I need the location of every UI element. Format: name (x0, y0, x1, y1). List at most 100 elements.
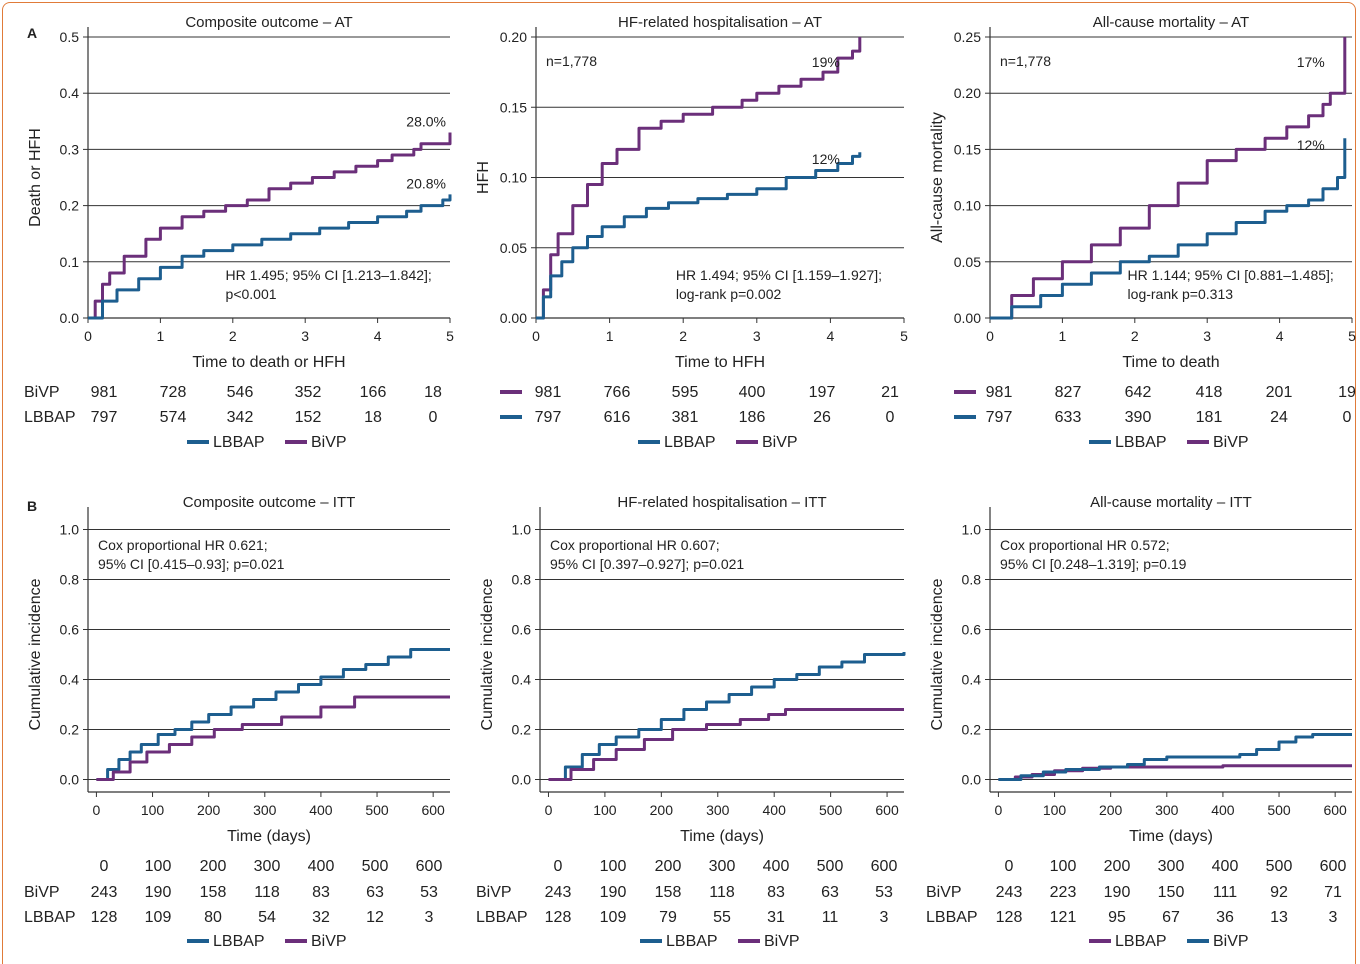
annotation-line-1: Cox proportional HR 0.621; (98, 537, 268, 553)
end-label: 17% (1297, 54, 1325, 70)
end-label: 20.8% (406, 175, 446, 191)
y-tick-label: 0.2 (512, 722, 532, 738)
x-tick-label: 300 (1155, 802, 1179, 818)
legend-label: BiVP (1213, 434, 1249, 451)
y-tick-label: 0.6 (60, 622, 80, 638)
risk-table-value: 981 (91, 384, 118, 401)
x-tick-label: 0 (84, 328, 92, 344)
risk-table-value: 152 (295, 409, 322, 426)
risk-table-value: 181 (1196, 409, 1223, 426)
legend-label: LBBAP (1115, 933, 1167, 950)
risk-table-value: 3 (880, 909, 889, 926)
x-tick-label: 1 (1059, 328, 1067, 344)
risk-table-value: 827 (1055, 384, 1082, 401)
risk-table-value: 12 (366, 909, 384, 926)
risk-table-value: 109 (145, 909, 172, 926)
series-bivp-line (548, 708, 904, 781)
y-tick-label: 1.0 (60, 522, 80, 538)
risk-table-value: 92 (1270, 884, 1288, 901)
y-tick-label: 0.6 (962, 622, 982, 638)
risk-table-value: 201 (1266, 384, 1293, 401)
legend-label: LBBAP (664, 434, 716, 451)
series-bivp-line (88, 132, 452, 320)
risk-table-value: 3 (1329, 909, 1338, 926)
risk-table-value: 595 (672, 384, 699, 401)
x-tick-label: 2 (229, 328, 237, 344)
risk-table-row-label: LBBAP (24, 409, 76, 426)
risk-table-value: 797 (535, 409, 562, 426)
y-tick-label: 1.0 (512, 522, 532, 538)
risk-table-header: 500 (1266, 858, 1293, 875)
risk-table-header: 500 (362, 858, 389, 875)
x-tick-label: 5 (900, 328, 908, 344)
risk-table-value: 0 (886, 409, 895, 426)
x-tick-label: 200 (650, 802, 674, 818)
risk-table-value: 83 (312, 884, 330, 901)
chart-title: All-cause mortality – ITT (1090, 494, 1252, 511)
risk-table-value: 243 (91, 884, 118, 901)
y-tick-label: 0.4 (60, 85, 80, 101)
x-tick-label: 0 (545, 802, 553, 818)
y-tick-label: 0.4 (962, 672, 982, 688)
risk-table-value: 79 (659, 909, 677, 926)
x-tick-label: 400 (309, 802, 333, 818)
risk-table-value: 128 (996, 909, 1023, 926)
risk-table-value: 19 (1338, 384, 1356, 401)
chart-title: Composite outcome – AT (185, 14, 352, 31)
risk-table-header: 100 (600, 858, 627, 875)
x-tick-label: 100 (141, 802, 165, 818)
chart-6: All-cause mortality – ITT 0.0 0.2 0.4 0.6 0.8… (926, 494, 1352, 950)
risk-table-value: 728 (160, 384, 187, 401)
annotation-line-1: HR 1.494; 95% CI [1.159–1.927]; (676, 267, 882, 283)
risk-table-value: 546 (227, 384, 254, 401)
y-tick-label: 0.4 (512, 672, 532, 688)
risk-table-value: 109 (600, 909, 627, 926)
y-axis-label: Cumulative incidence (27, 578, 44, 730)
risk-table-header: 300 (254, 858, 281, 875)
panel-label-b: B (27, 498, 38, 514)
risk-table-value: 766 (604, 384, 631, 401)
risk-table-value: 633 (1055, 409, 1082, 426)
chart-title: HF-related hospitalisation – ITT (617, 494, 826, 511)
risk-table-value: 342 (227, 409, 254, 426)
risk-table-value: 128 (91, 909, 118, 926)
risk-table-value: 118 (709, 884, 735, 901)
y-tick-label: 0.25 (954, 29, 981, 45)
risk-table-value: 0 (429, 409, 438, 426)
risk-table-row-label: BiVP (476, 884, 512, 901)
risk-table-value: 797 (986, 409, 1013, 426)
y-tick-label: 0.2 (962, 722, 982, 738)
risk-table-header: 300 (1158, 858, 1185, 875)
y-tick-label: 0.10 (954, 198, 981, 214)
risk-table-value: 158 (200, 884, 227, 901)
y-tick-label: 0.2 (60, 198, 80, 214)
y-tick-label: 0.0 (60, 772, 80, 788)
legend-label: BiVP (762, 434, 798, 451)
risk-table-value: 190 (1104, 884, 1131, 901)
x-tick-label: 400 (1211, 802, 1235, 818)
risk-table-value: 18 (424, 384, 442, 401)
chart-4: Composite outcome – ITT 0.0 0.2 0.4 0.6 0.8 1.… (24, 494, 450, 950)
chart-title: Composite outcome – ITT (183, 494, 356, 511)
series-bivp-line (96, 695, 450, 781)
risk-table-header: 100 (1050, 858, 1077, 875)
risk-table-header: 600 (416, 858, 443, 875)
risk-table-value: 574 (160, 409, 187, 426)
x-tick-label: 200 (197, 802, 221, 818)
n-label: n=1,778 (546, 53, 597, 69)
risk-table-value: 54 (258, 909, 276, 926)
y-axis-label: Death or HFH (27, 128, 44, 227)
risk-table-header: 400 (763, 858, 790, 875)
series-lbbap-line (990, 138, 1347, 320)
x-axis-label: Time to HFH (675, 354, 765, 371)
risk-table-value: 24 (1270, 409, 1288, 426)
panel-label-a: A (27, 25, 38, 41)
risk-table-header: 0 (554, 858, 563, 875)
y-tick-label: 0.00 (954, 310, 981, 326)
y-tick-label: 0.0 (60, 310, 80, 326)
x-axis-label: Time (days) (680, 828, 764, 845)
x-tick-label: 100 (593, 802, 617, 818)
series-bivp-line (990, 37, 1347, 320)
x-tick-label: 3 (753, 328, 761, 344)
risk-table-value: 32 (312, 909, 330, 926)
